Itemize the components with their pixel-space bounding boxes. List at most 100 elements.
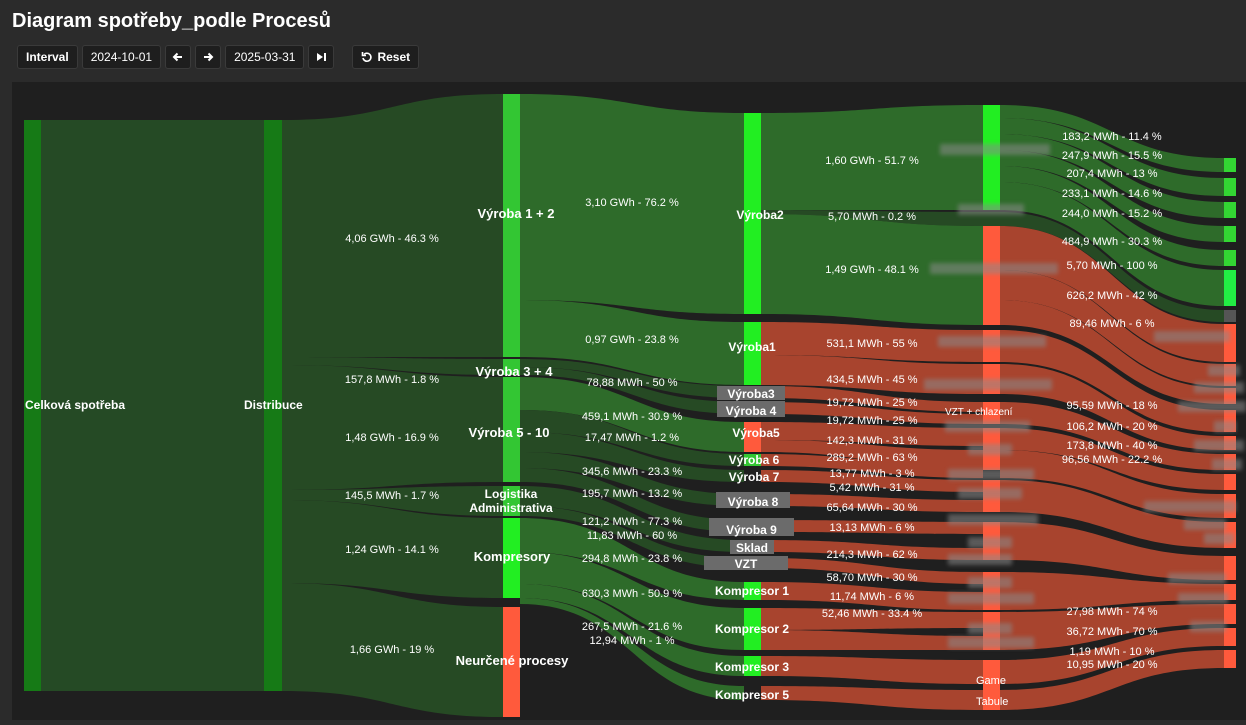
label-level2-14: Kompresor 3 [715, 660, 789, 674]
next-button[interactable] [195, 45, 222, 69]
flow3-label-2: 5,70 MWh - 0.2 % [828, 211, 916, 223]
link-col4-6 [1000, 182, 1224, 306]
link-col3-2 [761, 210, 983, 226]
flow1-label-6: 1,66 GWh - 19 % [350, 644, 435, 656]
blurred-label-11 [968, 537, 1012, 548]
label-box-vyroba8: Výroba 8 [728, 495, 779, 509]
flow2-label-7: 195,7 MWh - 13.2 % [582, 488, 682, 500]
links-level4 [1000, 105, 1224, 710]
label-box-vyroba3: Výroba3 [727, 387, 775, 401]
blurred-label-29 [1190, 621, 1226, 632]
link-col4-13 [1000, 402, 1224, 470]
link-col3-11 [761, 470, 983, 492]
flow2-label-12: 267,5 MWh - 21.6 % [582, 621, 682, 633]
link-vyroba6 [520, 410, 744, 466]
label-box-vzt: VZT [735, 557, 758, 571]
flow4-label-8: 626,2 MWh - 42 % [1066, 290, 1157, 302]
link-distribution-5 [282, 500, 503, 598]
flow4-label-17: 10,95 MWh - 20 % [1066, 659, 1157, 671]
blurred-label-27 [1168, 573, 1226, 584]
node-vyroba6 [744, 454, 761, 466]
node-col4-14 [1224, 474, 1236, 490]
box-vyroba3 [717, 386, 785, 400]
link-vyroba3 [520, 359, 744, 398]
label-col3-vzt-chlazeni: VZT + chlazení [945, 407, 1013, 418]
node-col3-1 [983, 105, 1000, 210]
flow3-label-7: 19,72 MWh - 25 % [826, 415, 917, 427]
blurred-label-17 [1154, 331, 1230, 342]
node-vyroba-1-2 [503, 94, 520, 357]
link-vyroba9 [520, 468, 744, 532]
flow3-label-12: 65,64 MWh - 30 % [826, 502, 917, 514]
root-link [40, 120, 265, 691]
skip-to-end-button[interactable] [308, 45, 335, 69]
flow4-label-6: 484,9 MWh - 30.3 % [1062, 236, 1162, 248]
hidden-labels [924, 144, 1246, 648]
node-vyroba-5-10 [503, 377, 520, 482]
link-col4-8 [1000, 226, 1224, 362]
flow4-label-7: 5,70 MWh - 100 % [1066, 260, 1157, 272]
blurred-label-23 [1212, 459, 1242, 470]
box-vyroba4 [717, 401, 785, 417]
end-date-field[interactable]: 2025-03-31 [225, 45, 305, 69]
link-col3-19 [761, 656, 983, 684]
node-col4-3 [1224, 202, 1236, 218]
node-col3-12 [983, 660, 1000, 710]
box-vzt [704, 556, 788, 570]
flow3-label-14: 214,3 MWh - 62 % [826, 549, 917, 561]
blurred-label-22 [1194, 440, 1244, 451]
link-kompresor3 [520, 584, 744, 676]
link-col3-3 [761, 214, 983, 325]
link-col4-9 [1000, 270, 1224, 386]
node-vyroba5 [744, 422, 761, 452]
blurred-label-1 [940, 144, 1050, 155]
label-logistika: Logistika [485, 487, 538, 501]
interval-button[interactable]: Interval [17, 45, 78, 69]
label-administrativa: Administrativa [469, 501, 553, 515]
flow4-label-12: 173,8 MWh - 40 % [1066, 440, 1157, 452]
link-vzt [520, 506, 744, 568]
label-level1-3: Výroba 5 - 10 [469, 425, 550, 440]
flow3-label-6: 19,72 MWh - 25 % [826, 397, 917, 409]
flow2-label-10: 294,8 MWh - 23.8 % [582, 553, 682, 565]
flow4-label-1: 183,2 MWh - 11.4 % [1062, 131, 1162, 143]
node-vyroba1 [744, 322, 761, 385]
skip-end-icon [317, 53, 327, 61]
blurred-label-28 [1178, 593, 1228, 604]
start-date-field[interactable]: 2024-10-01 [81, 45, 162, 69]
node-neurcene [503, 607, 520, 717]
prev-button[interactable] [165, 45, 192, 69]
link-kompresor1 [520, 518, 744, 600]
links-level3 [761, 105, 983, 710]
link-distribution-2 [282, 357, 503, 375]
blurred-label-3 [930, 263, 1058, 274]
link-kompresor2 [520, 552, 744, 650]
node-kompresor1 [744, 582, 761, 600]
node-col4-8 [1224, 324, 1236, 362]
node-logistika [503, 486, 520, 516]
flow3-label-3: 1,49 GWh - 48.1 % [825, 264, 919, 276]
flow2-label-9: 11,83 MWh - 60 % [587, 530, 677, 542]
box-vyroba9 [709, 518, 794, 536]
flow4-label-5: 244,0 MWh - 15.2 % [1062, 208, 1162, 220]
link-vyroba1 [520, 300, 744, 385]
blurred-label-8 [948, 469, 1034, 480]
link-col4-18 [1000, 572, 1224, 610]
label-level2-7: Výroba 7 [729, 470, 780, 484]
reset-button[interactable]: Reset [352, 45, 420, 69]
node-distribuce [264, 120, 282, 691]
flow4-label-10: 95,59 MWh - 18 % [1066, 400, 1157, 412]
flow3-label-8: 142,3 MWh - 31 % [826, 435, 917, 447]
node-col4-4 [1224, 226, 1236, 242]
blurred-label-5 [924, 379, 1052, 390]
flow4-label-16: 1,19 MWh - 10 % [1070, 646, 1155, 658]
blurred-label-7 [968, 444, 1012, 455]
link-col4-14 [1000, 428, 1224, 490]
flow3-label-5: 434,5 MWh - 45 % [826, 374, 917, 386]
link-col4-12 [1000, 364, 1224, 450]
label-level2-2: Výroba1 [728, 340, 776, 354]
flow2-label-4: 459,1 MWh - 30.9 % [582, 411, 682, 423]
flow2-label-11: 630,3 MWh - 50.9 % [582, 588, 682, 600]
label-col3-game: Game [976, 675, 1006, 687]
blurred-label-21 [1214, 421, 1236, 432]
